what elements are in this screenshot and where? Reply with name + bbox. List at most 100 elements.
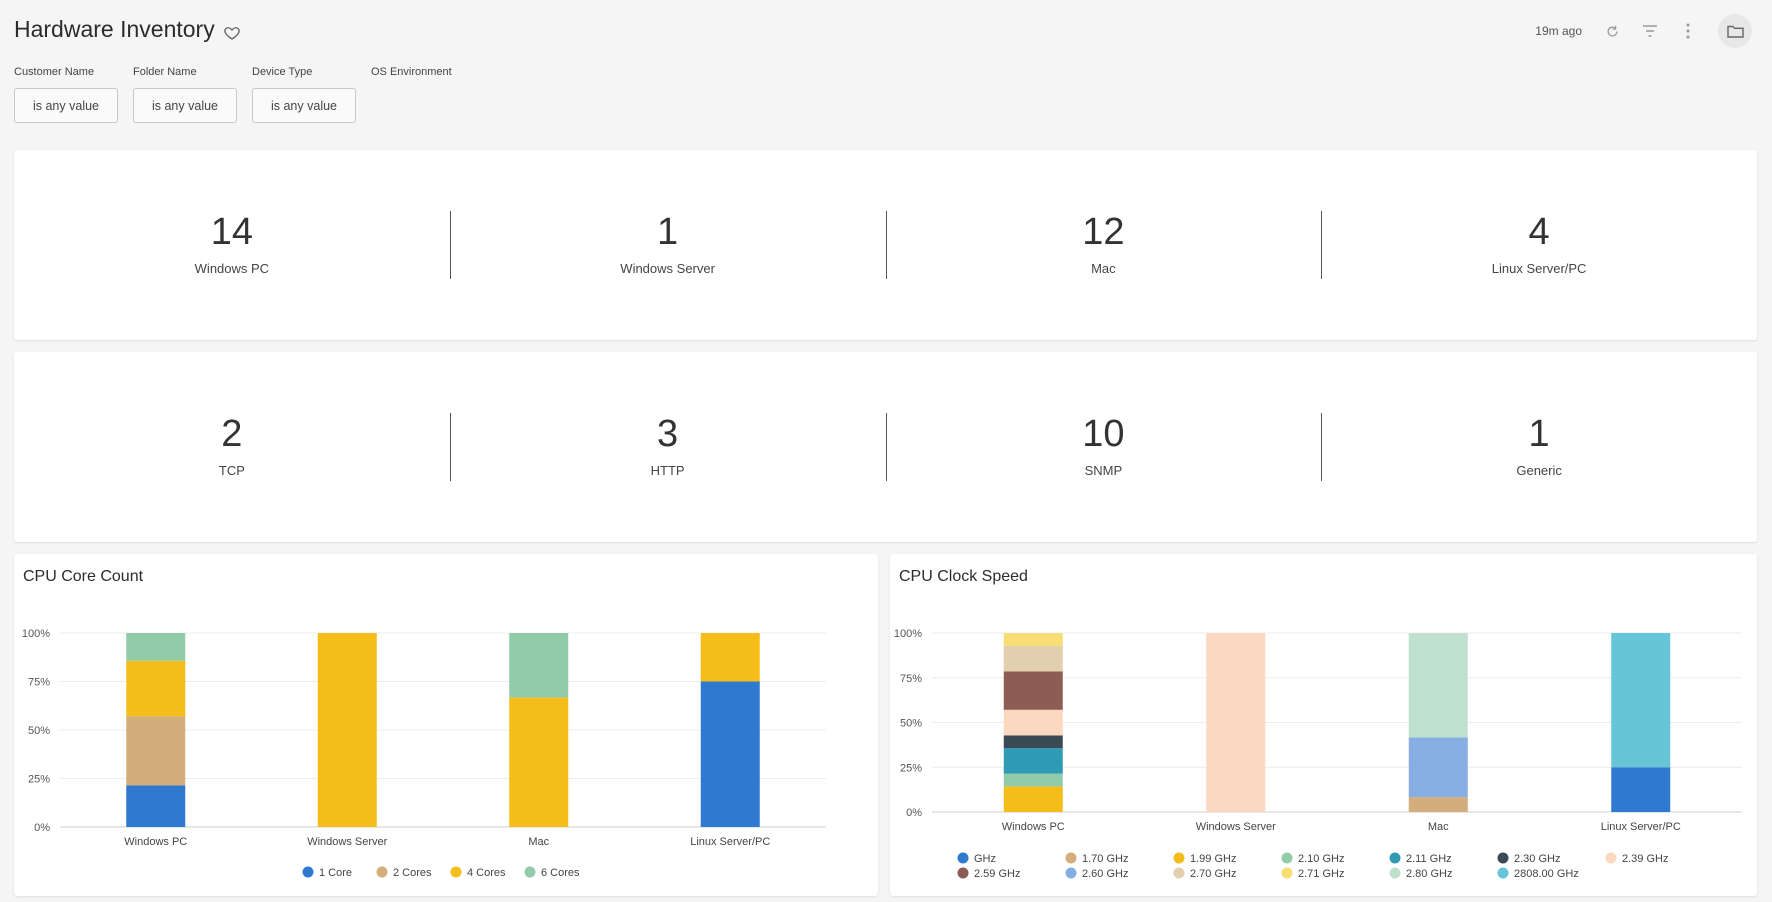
legend-swatch — [302, 866, 314, 878]
legend-label[interactable]: 2.60 GHz — [1082, 868, 1128, 880]
cpu-core-count-chart: 0% 25% 50% 75% 100% Windows PC Windows Server M… — [22, 628, 826, 879]
more-vertical-icon[interactable] — [1680, 23, 1696, 39]
bar-segment[interactable] — [1003, 773, 1063, 787]
bar-segment[interactable] — [509, 633, 569, 698]
filter-device-type: Device Type is any value — [252, 66, 356, 123]
header-actions: 19m ago — [1535, 14, 1752, 48]
filter-label: Folder Name — [133, 66, 197, 78]
legend-swatch — [1389, 867, 1401, 879]
kpi-value: 12 — [1082, 211, 1125, 253]
y-tick-label: 0% — [906, 807, 922, 819]
legend-label[interactable]: 4 Cores — [467, 867, 506, 879]
bar-segment[interactable] — [126, 716, 186, 786]
cpu-core-count-card: CPU Core Count 0% 25% 50% 75% 100% Windows PC… — [14, 554, 878, 896]
filter-label: Customer Name — [14, 66, 95, 78]
heart-icon[interactable] — [223, 21, 241, 40]
kpi-linux-server-pc[interactable]: 4 Linux Server/PC — [1321, 211, 1757, 279]
bar-segment[interactable] — [1003, 709, 1063, 736]
legend-swatch — [1065, 867, 1077, 879]
legend-swatch — [1173, 867, 1185, 879]
bar-segment[interactable] — [126, 660, 186, 717]
bar-segment[interactable] — [317, 633, 377, 827]
bar-segment[interactable] — [1003, 671, 1063, 710]
legend-label[interactable]: GHz — [974, 853, 996, 865]
x-tick-label: Windows Server — [307, 836, 387, 848]
legend-label[interactable]: 2.30 GHz — [1514, 853, 1560, 865]
bar-segment[interactable] — [1408, 737, 1468, 798]
bar-segment[interactable] — [1003, 735, 1063, 749]
bar-segment[interactable] — [1003, 786, 1063, 812]
x-tick-label: Linux Server/PC — [1601, 821, 1681, 833]
chart-title: CPU Core Count — [23, 568, 144, 585]
filter-value-button[interactable]: is any value — [14, 88, 118, 123]
kpi-label: HTTP — [650, 463, 685, 478]
y-tick-label: 50% — [28, 725, 50, 737]
kpi-label: Windows PC — [194, 261, 270, 276]
y-tick-label: 0% — [34, 822, 50, 834]
kpi-label: Linux Server/PC — [1491, 261, 1587, 276]
legend-label[interactable]: 2.10 GHz — [1298, 853, 1344, 865]
bar-segment[interactable] — [1003, 633, 1063, 646]
x-tick-label: Windows PC — [124, 836, 187, 848]
page-title-text: Hardware Inventory — [14, 16, 215, 42]
legend-swatch — [450, 866, 462, 878]
y-tick-label: 100% — [22, 628, 50, 640]
bar-segment[interactable] — [1003, 645, 1063, 672]
bar-segment[interactable] — [126, 633, 186, 661]
folder-icon[interactable] — [1718, 14, 1752, 48]
legend-label[interactable]: 2.59 GHz — [974, 868, 1020, 880]
last-updated-text: 19m ago — [1535, 24, 1582, 38]
legend-label[interactable]: 2.71 GHz — [1298, 868, 1344, 880]
legend-label[interactable]: 1.70 GHz — [1082, 853, 1128, 865]
y-tick-label: 75% — [28, 677, 50, 689]
kpi-value: 3 — [657, 413, 679, 455]
legend-label[interactable]: 2.70 GHz — [1190, 868, 1236, 880]
monitor-count-card: 2 TCP 3 HTTP 10 SNMP 1 Generic — [14, 352, 1757, 542]
legend-swatch — [1281, 867, 1293, 879]
cpu-clock-speed-chart: 0% 25% 50% 75% 100% Windows PC Windows Server M… — [894, 628, 1742, 880]
filter-label: Device Type — [252, 66, 313, 78]
kpi-mac[interactable]: 12 Mac — [885, 211, 1322, 279]
kpi-tcp[interactable]: 2 TCP — [14, 413, 450, 481]
bar-segment[interactable] — [700, 681, 760, 828]
legend-label[interactable]: 2.11 GHz — [1406, 853, 1452, 865]
legend-label[interactable]: 2.80 GHz — [1406, 868, 1452, 880]
page-title: Hardware Inventory — [14, 16, 241, 43]
y-tick-label: 25% — [900, 762, 922, 774]
bar-segment[interactable] — [700, 633, 760, 682]
y-tick-label: 100% — [894, 628, 922, 640]
filter-icon[interactable] — [1642, 23, 1658, 39]
refresh-icon[interactable] — [1604, 23, 1620, 39]
legend-swatch — [957, 867, 969, 879]
legend-swatch — [524, 866, 536, 878]
legend-label[interactable]: 2808.00 GHz — [1514, 868, 1579, 880]
bar-segment[interactable] — [1408, 633, 1468, 738]
legend-label[interactable]: 2.39 GHz — [1622, 853, 1668, 865]
bar-segment[interactable] — [1408, 797, 1468, 812]
legend-swatch — [1389, 852, 1401, 864]
bar-segment[interactable] — [1206, 633, 1266, 812]
legend-swatch — [1173, 852, 1185, 864]
x-tick-label: Mac — [1428, 821, 1449, 833]
bar-segment[interactable] — [1611, 767, 1671, 812]
legend-label[interactable]: 1 Core — [319, 867, 352, 879]
kpi-http[interactable]: 3 HTTP — [449, 413, 886, 481]
bar-segment[interactable] — [509, 697, 569, 827]
legend-label[interactable]: 6 Cores — [541, 867, 580, 879]
filter-value-button[interactable]: is any value — [133, 88, 237, 123]
legend-swatch — [376, 866, 388, 878]
kpi-snmp[interactable]: 10 SNMP — [885, 413, 1322, 481]
legend-label[interactable]: 2 Cores — [393, 867, 432, 879]
bar-segment[interactable] — [1611, 633, 1671, 768]
filter-folder-name: Folder Name is any value — [133, 66, 237, 123]
bar-segment[interactable] — [126, 785, 186, 827]
legend-label[interactable]: 1.99 GHz — [1190, 853, 1236, 865]
kpi-windows-server[interactable]: 1 Windows Server — [449, 211, 886, 279]
filter-value-button[interactable]: is any value — [252, 88, 356, 123]
kpi-label: Mac — [1091, 261, 1116, 276]
bar-segment[interactable] — [1003, 748, 1063, 774]
kpi-label: SNMP — [1084, 463, 1123, 478]
kpi-windows-pc[interactable]: 14 Windows PC — [14, 211, 450, 279]
kpi-generic[interactable]: 1 Generic — [1321, 413, 1757, 481]
legend-swatch — [1065, 852, 1077, 864]
